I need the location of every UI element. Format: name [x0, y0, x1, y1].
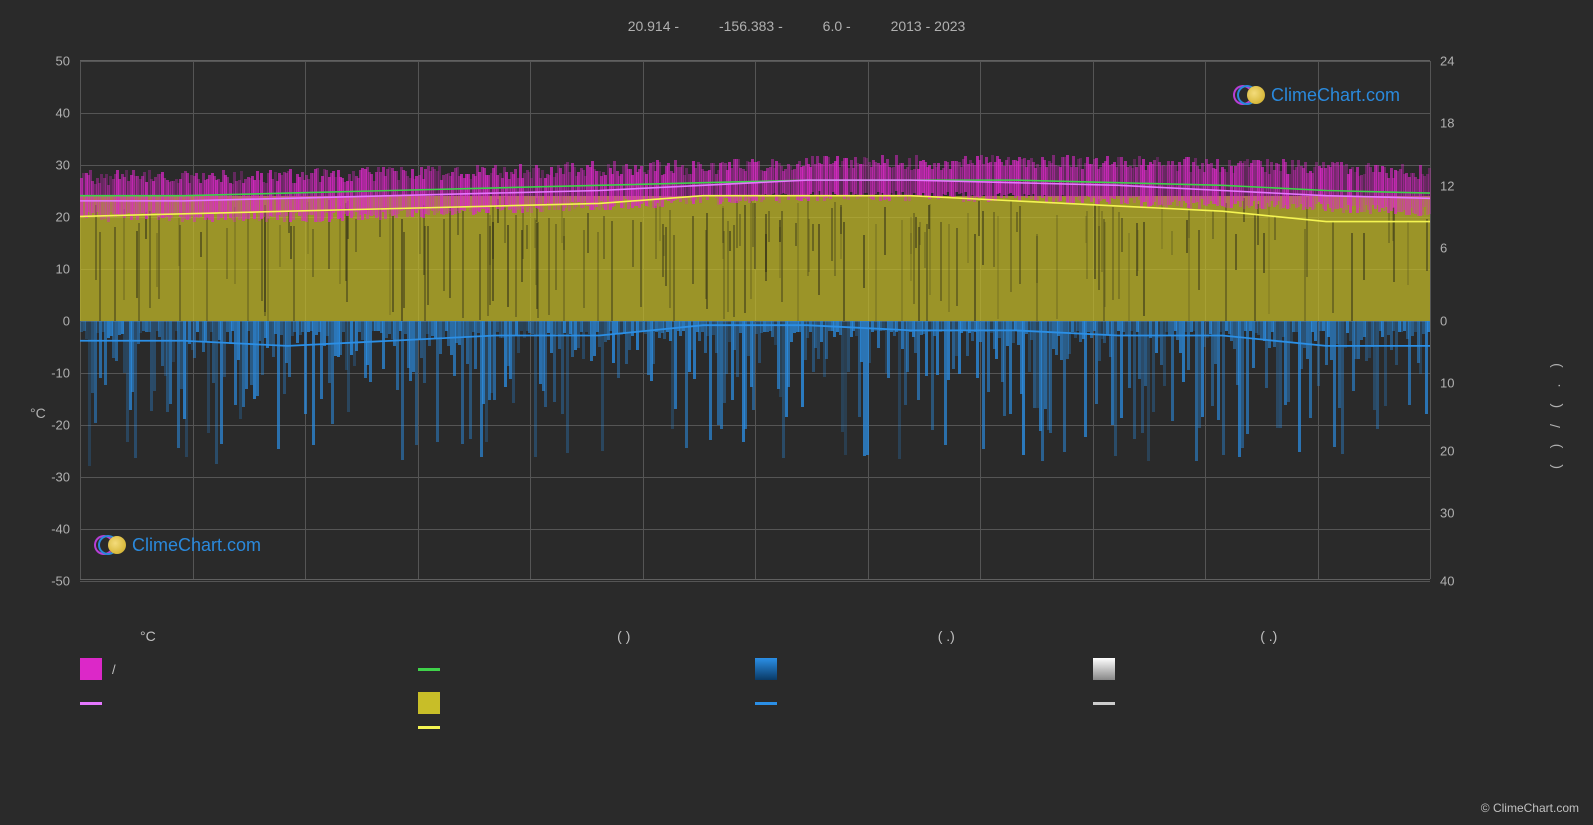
legend-swatch [418, 668, 440, 671]
legend-item [1093, 658, 1431, 680]
trend-lines [80, 61, 1430, 579]
y-right-tick-label: 10 [1430, 376, 1454, 391]
y-right-tick-label: 20 [1430, 444, 1454, 459]
watermark-text-bottom: ClimeChart.com [132, 535, 261, 556]
legend-swatch [755, 702, 777, 705]
legend-swatch [1093, 658, 1115, 680]
y-right-tick-label: 30 [1430, 506, 1454, 521]
legend-item [418, 726, 756, 729]
y-left-tick-label: 20 [56, 210, 80, 225]
legend-item [755, 658, 1093, 680]
y-right-tick-label: 40 [1430, 574, 1454, 589]
y-left-tick-label: -40 [51, 522, 80, 537]
y-left-tick-label: -10 [51, 366, 80, 381]
watermark-top: ClimeChart.com [1233, 83, 1400, 107]
legend-swatch [755, 658, 777, 680]
period-value: 2013 - 2023 [891, 18, 966, 34]
y-left-title: °C [30, 405, 46, 421]
legend-item [418, 658, 756, 680]
gridline-v [1430, 61, 1431, 579]
y-left-tick-label: 40 [56, 106, 80, 121]
legend-header: ( .) [1108, 628, 1431, 644]
legend-item [418, 692, 756, 714]
watermark-bottom: ClimeChart.com [94, 533, 261, 557]
y-left-tick-label: -30 [51, 470, 80, 485]
copyright: © ClimeChart.com [1481, 801, 1579, 815]
alt-value: 6.0 - [823, 18, 851, 34]
legend-header: ( .) [785, 628, 1108, 644]
legend-swatch [80, 658, 102, 680]
legend-header: °C [80, 628, 463, 644]
climechart-logo-icon [94, 533, 126, 557]
y-left-tick-label: 10 [56, 262, 80, 277]
legend-item [1093, 692, 1431, 714]
y-right-title: ( ) / ( . ) [1547, 357, 1563, 469]
lon-value: -156.383 - [719, 18, 783, 34]
legend-item [80, 726, 418, 729]
y-left-tick-label: -50 [51, 574, 80, 589]
legend-item: / [80, 658, 418, 680]
y-right-tick-label: 24 [1430, 54, 1454, 69]
legend-item [80, 692, 418, 714]
legend-swatch [418, 726, 440, 729]
lat-value: 20.914 - [628, 18, 679, 34]
legend: / [80, 658, 1430, 729]
legend-label: / [112, 662, 116, 677]
gridline-h [80, 581, 1430, 582]
y-left-tick-label: -20 [51, 418, 80, 433]
y-left-tick-label: 30 [56, 158, 80, 173]
climate-chart: -50-40-30-20-100102030405024181260102030… [80, 60, 1430, 580]
y-right-tick-label: 18 [1430, 116, 1454, 131]
legend-swatch [80, 702, 102, 705]
y-left-tick-label: 50 [56, 54, 80, 69]
climechart-logo-icon [1233, 83, 1265, 107]
legend-column-headers: °C ( ) ( .) ( .) [80, 628, 1430, 644]
legend-item [755, 692, 1093, 714]
y-right-tick-label: 6 [1430, 241, 1447, 256]
legend-swatch [418, 692, 440, 714]
y-left-tick-label: 0 [63, 314, 80, 329]
legend-swatch [1093, 702, 1115, 705]
watermark-text-top: ClimeChart.com [1271, 85, 1400, 106]
y-right-tick-label: 0 [1430, 314, 1447, 329]
chart-header: 20.914 - -156.383 - 6.0 - 2013 - 2023 [0, 18, 1593, 34]
legend-header: ( ) [463, 628, 786, 644]
y-right-tick-label: 12 [1430, 178, 1454, 193]
